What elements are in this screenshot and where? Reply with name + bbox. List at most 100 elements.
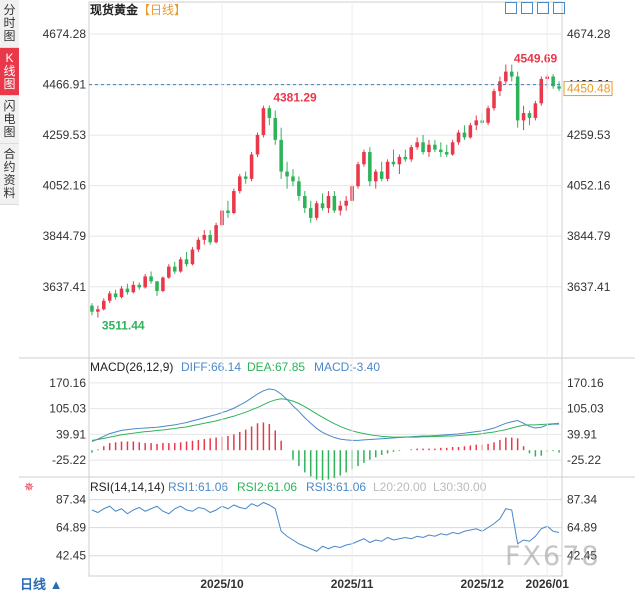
macd-value-label: MACD:-3.40	[314, 360, 380, 374]
candle-body	[214, 225, 218, 243]
x-tick-label: 2025/12	[460, 577, 504, 591]
y-tick-label: -25.22	[52, 453, 86, 467]
candle-body	[208, 234, 212, 243]
macd-dea-line	[91, 398, 560, 441]
y-tick-label: 170.16	[49, 376, 86, 390]
candle-body	[137, 284, 142, 288]
candle-body	[427, 144, 431, 153]
chart-title: 现货黄金	[90, 2, 139, 17]
candle-body	[172, 266, 177, 272]
candle-body	[255, 135, 260, 155]
candle-body	[161, 277, 165, 291]
candle-body	[539, 78, 544, 104]
candle-body	[362, 152, 366, 165]
tab-kline[interactable]: K线图	[0, 48, 19, 96]
l20-label: L20:20.00	[373, 480, 427, 494]
candle-body	[391, 161, 396, 165]
candle-body	[515, 76, 520, 121]
chart-period: 【日线】	[138, 3, 186, 17]
candle-body	[232, 191, 236, 213]
candle-body	[421, 142, 425, 153]
y-tick-label: 4259.53	[43, 128, 87, 142]
candle-body	[102, 300, 106, 310]
low-annotation: 3511.44	[102, 318, 145, 332]
candle-body	[492, 91, 496, 109]
candle-body	[456, 132, 461, 143]
candle-body	[184, 259, 189, 265]
candle-body	[504, 71, 508, 82]
macd-title: MACD(26,12,9)	[90, 360, 173, 374]
l30-label: L30:30.00	[433, 480, 487, 494]
period-selector-button[interactable]: 日线 ▲	[20, 577, 63, 592]
tab-label: 合约资料	[3, 147, 16, 200]
candle-body	[373, 171, 378, 182]
tab-timeshare[interactable]: 分时图	[0, 0, 19, 48]
candle-body	[249, 154, 254, 179]
candle-body	[291, 176, 295, 182]
candle-body	[297, 181, 301, 196]
price-tag-label: 4450.48	[567, 82, 611, 96]
tab-label: K线图	[3, 51, 16, 91]
macd-dea-label: DEA:67.85	[247, 360, 305, 374]
rsi3-label: RSI3:61.06	[306, 480, 366, 494]
y-tick-label: 4674.28	[567, 27, 611, 41]
y-tick-label: -25.22	[567, 453, 601, 467]
candle-body	[509, 71, 514, 77]
candle-body	[113, 293, 118, 298]
candle-body	[119, 288, 124, 298]
chart-mode-icon[interactable]	[537, 2, 549, 14]
candle-body	[167, 266, 171, 278]
crosshair-icon[interactable]	[505, 2, 517, 14]
y-tick-label: 64.89	[567, 521, 597, 535]
candle-body	[131, 284, 136, 293]
rsi1-label: RSI1:61.06	[168, 480, 228, 494]
candle-body	[356, 164, 360, 187]
x-tick-label: 2025/11	[331, 577, 374, 591]
y-tick-label: 3844.79	[567, 229, 611, 243]
y-tick-label: 39.91	[56, 427, 86, 441]
candle-body	[403, 156, 408, 160]
macd-diff-line	[91, 388, 560, 442]
macd-diff-label: DIFF:66.14	[181, 360, 241, 374]
candle-body	[433, 144, 437, 150]
candle-body	[125, 288, 130, 293]
candle-body	[202, 234, 207, 240]
y-tick-label: 39.91	[567, 427, 597, 441]
candle-body	[385, 161, 390, 179]
candle-body	[527, 113, 532, 118]
tab-contract[interactable]: 合约资料	[0, 144, 19, 205]
candle-body	[521, 113, 526, 121]
y-tick-label: 87.34	[567, 493, 597, 507]
candle-body	[273, 117, 278, 140]
y-tick-label: 105.03	[49, 402, 86, 416]
high-annotation: 4381.29	[273, 90, 317, 104]
candle-body	[285, 171, 289, 177]
candle-body	[90, 305, 94, 312]
candle-body	[450, 142, 455, 155]
rsi2-label: RSI2:61.06	[237, 480, 297, 494]
candle-body	[303, 195, 307, 209]
zoom-out-icon[interactable]	[553, 2, 565, 14]
candle-body	[338, 205, 343, 211]
y-tick-label: 64.89	[56, 521, 86, 535]
y-tick-label: 3844.79	[43, 229, 87, 243]
tab-label: 分时图	[3, 3, 16, 43]
watermark: FX678	[505, 541, 601, 572]
candle-body	[439, 149, 443, 153]
candle-body	[96, 309, 100, 312]
candle-body	[261, 108, 266, 135]
tab-flash[interactable]: 闪电图	[0, 96, 19, 144]
candle-body	[320, 203, 325, 209]
candle-body	[267, 108, 272, 118]
plot-frame	[88, 1, 563, 577]
y-tick-label: 170.16	[567, 376, 604, 390]
candle-body	[462, 132, 467, 138]
candle-body	[237, 176, 242, 192]
candle-body	[551, 76, 555, 87]
zoom-in-icon[interactable]	[521, 2, 533, 14]
candle-body	[107, 293, 112, 301]
candle-body	[444, 152, 449, 155]
candle-body	[486, 108, 490, 123]
tab-label: 闪电图	[3, 99, 16, 139]
